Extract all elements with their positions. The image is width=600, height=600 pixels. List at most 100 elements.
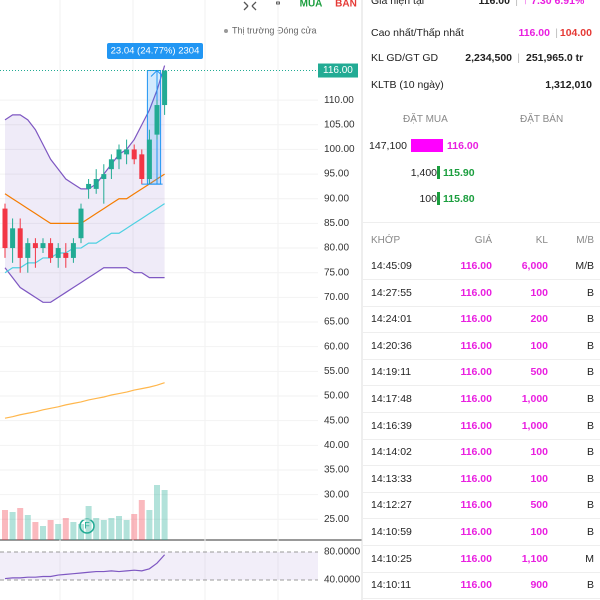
bid-price: 116.00	[447, 140, 479, 152]
trade-cell: 116.00	[460, 499, 492, 512]
trade-cell: 116.00	[460, 339, 492, 352]
status-dot	[224, 29, 228, 33]
volume-bar	[123, 520, 130, 540]
candle-body	[131, 149, 137, 160]
candle-body	[101, 174, 107, 180]
candle-body	[86, 183, 92, 189]
volume-bar	[146, 510, 153, 540]
bid-qty: 147,100	[369, 140, 407, 152]
volume-bar	[55, 524, 62, 540]
candle-body	[17, 228, 23, 258]
volume-bar	[24, 515, 31, 540]
trade-cell: 116.00	[460, 419, 492, 432]
y-tick-label: 100.00	[324, 144, 355, 155]
bid-qty: 100	[419, 193, 437, 205]
annotation: 23.04 (24.77%) 2304	[111, 46, 200, 57]
summary-label: KL GD/GT GD	[371, 52, 439, 64]
candle-body	[40, 243, 46, 249]
band-fill	[5, 65, 165, 303]
trade-cell: M	[585, 552, 594, 565]
trade-cell: 100	[530, 286, 548, 299]
y-tick-label: 90.00	[324, 193, 349, 204]
trade-header: KL	[535, 235, 548, 246]
y-tick-label: 25.00	[324, 514, 349, 525]
trade-cell: 100	[530, 526, 548, 538]
summary-label: KLTB (10 ngày)	[371, 79, 444, 91]
volume-bar	[17, 508, 24, 540]
y-tick-label: 50.00	[324, 391, 349, 402]
sep	[363, 438, 600, 440]
candle-body	[139, 154, 145, 180]
summary-sep: |	[515, 0, 518, 7]
trade-cell: B	[586, 393, 594, 405]
summary-b: 104.00	[559, 27, 592, 39]
trade-cell: 116.00	[460, 366, 492, 379]
volume-bar	[2, 510, 8, 540]
trade-cell: 14:17:48	[371, 393, 412, 405]
trade-cell: 500	[530, 499, 548, 512]
trade-cell: 116.00	[460, 260, 492, 272]
trade-cell: 14:13:33	[371, 472, 412, 485]
trade-header: KHỚP	[371, 235, 401, 246]
volume-bar	[154, 485, 160, 540]
volume-bar	[40, 526, 46, 540]
trade-cell: B	[586, 446, 594, 459]
trade-cell: B	[586, 286, 594, 299]
ma-line	[4, 203, 165, 274]
volume-bar	[161, 490, 168, 540]
volume-bar	[9, 512, 16, 540]
trade-cell: 14:19:11	[371, 366, 412, 379]
candle-body	[25, 243, 31, 258]
trade-cell: 116.00	[460, 446, 492, 459]
candle-body	[116, 149, 122, 160]
rsi-tick-label: 40.0000	[324, 575, 361, 586]
trade-cell: 1,000	[521, 393, 548, 405]
trade-cell: B	[586, 579, 594, 592]
market-status: Thị trường Đóng cửa	[232, 25, 317, 35]
trade-cell: 100	[530, 339, 548, 352]
trade-cell: B	[586, 526, 594, 538]
annotation-box	[107, 43, 203, 59]
trade-cell: B	[586, 339, 594, 352]
svg-text:F: F	[84, 520, 90, 530]
trade-cell: B	[586, 472, 594, 485]
candle-body	[124, 149, 130, 155]
trade-cell: 14:14:02	[371, 446, 412, 459]
volume-bar	[93, 518, 100, 540]
y-tick-label: 70.00	[324, 292, 349, 303]
trade-header: GIÁ	[474, 235, 492, 246]
band-lower	[4, 267, 165, 303]
sep	[363, 545, 600, 546]
trade-cell: 116.00	[460, 313, 492, 326]
summary-sep: |	[555, 27, 558, 39]
trade-cell: M/B	[575, 260, 594, 272]
rsi-tick-label: 80.0000	[324, 547, 361, 558]
chart: MUA BÁN Thị trường Đóng cửa F 25.00 30.00…	[0, 0, 363, 600]
y-tick-label: 80.00	[324, 243, 349, 254]
candle-body	[48, 243, 54, 258]
fullscreen-icon[interactable]	[243, 1, 257, 11]
candle-body	[32, 243, 38, 249]
trade-cell: 900	[530, 579, 548, 592]
info-panel: Giá hiện tại 116.00 | ↑ 7.30 6.91% Cao nhất/…	[363, 0, 600, 600]
volume-bar	[62, 518, 69, 540]
candle-body	[162, 70, 168, 106]
candle-body	[10, 228, 16, 249]
rsi-line	[4, 554, 166, 580]
sep	[363, 518, 600, 520]
sell-button[interactable]: BÁN	[335, 0, 357, 10]
trade-cell: B	[586, 499, 594, 512]
summary-a: 1,312,010	[545, 79, 592, 91]
y-tick-label: 105.00	[324, 119, 355, 130]
y-tick-label: 35.00	[324, 465, 349, 476]
bid-bar	[437, 192, 440, 205]
trade-header: M/B	[576, 235, 594, 246]
volume-bar	[47, 520, 54, 540]
candle-body	[63, 252, 69, 258]
rsi-band	[0, 551, 318, 580]
buy-button[interactable]: MUA	[300, 0, 323, 10]
volume-bar	[138, 500, 145, 540]
summary-label: Cao nhất/Thấp nhất	[371, 27, 464, 39]
trade-cell: 500	[530, 366, 548, 379]
